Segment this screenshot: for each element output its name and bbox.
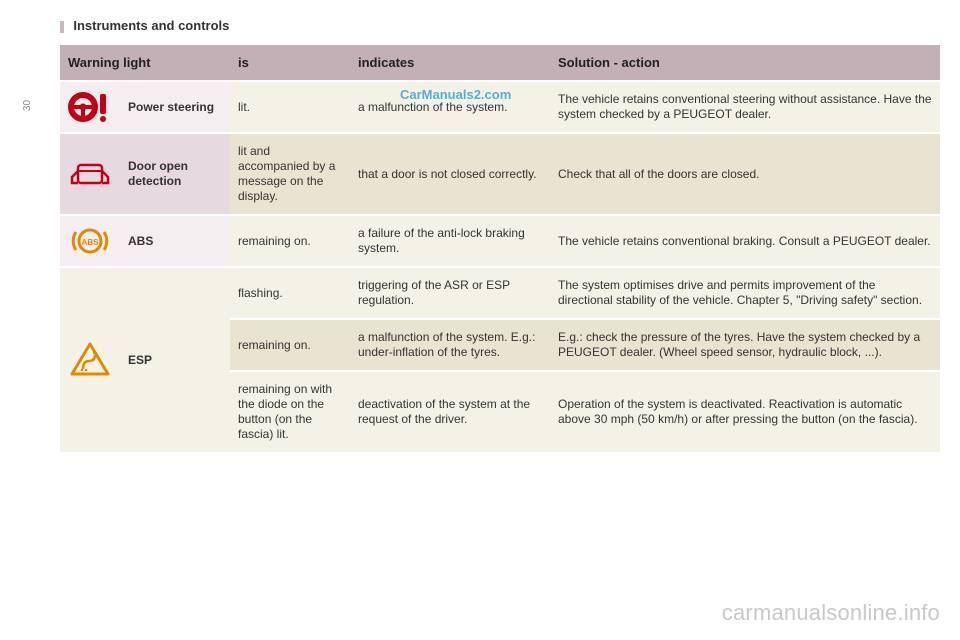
col-indicates: indicates: [350, 45, 550, 80]
watermark-top: CarManuals2.com: [400, 87, 511, 102]
esp-solution-1: The system optimises drive and permits i…: [550, 268, 940, 318]
power-steering-solution: The vehicle retains conventional steerin…: [550, 82, 940, 132]
section-heading-row: Instruments and controls: [60, 18, 940, 43]
abs-name: ABS: [120, 216, 230, 266]
page-content: Instruments and controls Warning light i…: [0, 0, 960, 454]
esp-solution-2: E.g.: check the pressure of the tyres. H…: [550, 320, 940, 370]
door-open-icon: [70, 159, 110, 189]
esp-indicates-2: a malfunction of the system. E.g.: under…: [350, 320, 550, 370]
power-steering-name: Power steering: [120, 82, 230, 132]
abs-icon-cell: ABS: [60, 216, 120, 266]
row-esp-1: ESP ﬂashing. triggering of the ASR or ES…: [60, 268, 940, 318]
warning-lights-table: Warning light is indicates Solution - ac…: [60, 43, 940, 454]
row-door-open: Door open detection lit and accompanied …: [60, 134, 940, 214]
door-open-name: Door open detection: [120, 134, 230, 214]
steering-wheel-icon: [68, 90, 112, 124]
door-open-icon-cell: [60, 134, 120, 214]
esp-indicates-3: deactivation of the system at the reques…: [350, 372, 550, 452]
accent-bar: [60, 21, 64, 33]
watermark-bottom: carmanualsonline.info: [722, 600, 940, 626]
page-number: 30: [22, 100, 33, 111]
col-is: is: [230, 45, 350, 80]
esp-name: ESP: [120, 268, 230, 452]
power-steering-is: lit.: [230, 82, 350, 132]
door-open-is: lit and accompanied by a message on the …: [230, 134, 350, 214]
esp-is-3: remaining on with the diode on the butto…: [230, 372, 350, 452]
esp-indicates-1: triggering of the ASR or ESP regulation.: [350, 268, 550, 318]
abs-is: remaining on.: [230, 216, 350, 266]
esp-is-1: ﬂashing.: [230, 268, 350, 318]
col-warning-light: Warning light: [60, 45, 230, 80]
row-abs: ABS ABS remaining on. a failure of the a…: [60, 216, 940, 266]
esp-icon: [69, 341, 111, 379]
door-open-indicates: that a door is not closed correctly.: [350, 134, 550, 214]
table-header-row: Warning light is indicates Solution - ac…: [60, 45, 940, 80]
esp-solution-3: Operation of the system is deactivated. …: [550, 372, 940, 452]
esp-is-2: remaining on.: [230, 320, 350, 370]
power-steering-icon-cell: [60, 82, 120, 132]
col-solution: Solution - action: [550, 45, 940, 80]
abs-icon: ABS: [70, 226, 110, 256]
door-open-solution: Check that all of the doors are closed.: [550, 134, 940, 214]
abs-indicates: a failure of the anti-lock braking syste…: [350, 216, 550, 266]
svg-text:ABS: ABS: [82, 238, 100, 247]
section-title: Instruments and controls: [73, 18, 229, 33]
abs-solution: The vehicle retains conventional braking…: [550, 216, 940, 266]
esp-icon-cell: [60, 268, 120, 452]
